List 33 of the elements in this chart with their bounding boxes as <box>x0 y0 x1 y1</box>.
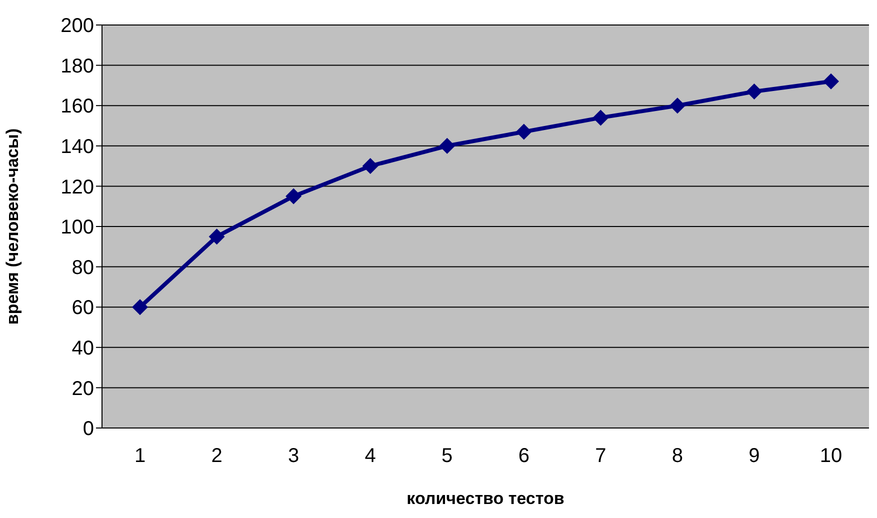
point <box>746 83 762 100</box>
y-tick-label: 180 <box>60 55 94 78</box>
x-tick-label: 10 <box>820 445 842 468</box>
x-tick-label: 1 <box>134 445 146 468</box>
point <box>439 138 456 154</box>
y-tick-label: 120 <box>60 176 94 198</box>
y-tick-label: 160 <box>60 96 94 118</box>
point <box>516 124 532 140</box>
point <box>592 110 609 126</box>
point <box>823 73 839 90</box>
y-axis-title: время (человеко-часы) <box>3 128 22 325</box>
point <box>362 158 378 174</box>
y-tick-label: 200 <box>60 15 94 38</box>
x-tick-label: 7 <box>595 445 606 468</box>
y-tick-label: 40 <box>72 338 94 360</box>
x-tick-label: 9 <box>748 445 760 468</box>
point <box>286 188 302 204</box>
point <box>132 299 148 316</box>
y-tick-label: 0 <box>82 418 94 440</box>
y-tick-label: 60 <box>72 297 94 320</box>
x-tick-label: 5 <box>442 445 453 468</box>
point <box>208 228 225 245</box>
x-tick-label: 4 <box>364 445 376 468</box>
y-tick-label: 80 <box>72 256 94 279</box>
point <box>669 98 686 114</box>
y-tick-label: 100 <box>60 216 94 239</box>
x-tick-label: 3 <box>288 445 300 468</box>
y-tick-label: 140 <box>60 136 94 158</box>
y-tick-label: 20 <box>72 378 94 400</box>
x-tick-label: 8 <box>672 445 684 468</box>
x-axis-title: количество тестов <box>406 489 564 508</box>
x-tick-label: 2 <box>211 445 222 468</box>
x-tick-label: 6 <box>518 445 530 468</box>
